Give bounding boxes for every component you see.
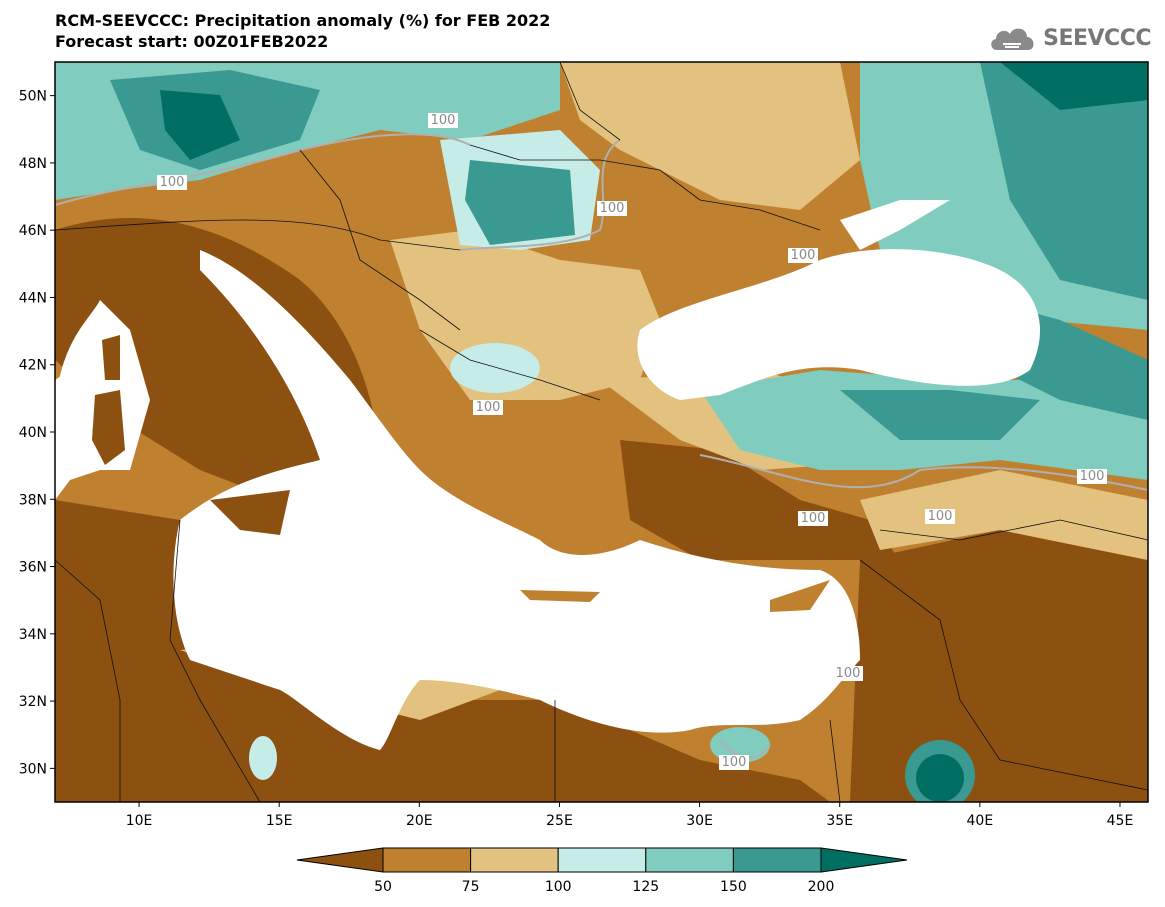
lon-tick-label: 35E (826, 813, 853, 829)
contour-label-bg (788, 248, 818, 263)
lat-tick-label: 42N (19, 358, 47, 374)
legend-swatch (645, 847, 734, 873)
contour-label: 100 (722, 755, 747, 770)
contour-label: 100 (791, 248, 816, 263)
contour-label: 100 (1080, 469, 1105, 484)
wet-spot-bulgaria (450, 343, 540, 393)
island-cyprus (770, 580, 830, 612)
lat-tick-label: 46N (19, 223, 47, 239)
legend-swatch (382, 847, 472, 873)
mediterranean-sea (173, 250, 860, 750)
lat-tick-label: 50N (19, 89, 47, 105)
moist-zone-east-anatolia (860, 470, 1148, 560)
legend-level-label: 150 (720, 879, 747, 895)
legend-swatch-min (296, 847, 384, 873)
contour-label: 100 (600, 201, 625, 216)
sea-of-azov (840, 200, 950, 250)
lon-tick-label: 45E (1107, 813, 1134, 829)
island-sicily (210, 490, 290, 535)
dry-zone-africa (55, 500, 830, 802)
wet-spot-libya (249, 736, 277, 780)
legend-level-label: 50 (374, 879, 392, 895)
logo-text: SEEVCCC (1043, 25, 1151, 51)
lat-tick-label: 34N (19, 627, 47, 643)
legend-level-label: 125 (632, 879, 659, 895)
legend-swatch (732, 847, 822, 873)
longitude-axis: 10E 15E 20E 25E 30E 35E 40E 45E (126, 802, 1134, 829)
lat-tick-label: 36N (19, 560, 47, 576)
lon-tick-label: 25E (546, 813, 573, 829)
contour-label-bg (833, 666, 863, 681)
country-borders (55, 62, 1148, 802)
contour-label-bg (157, 175, 187, 190)
legend-level-label: 200 (808, 879, 835, 895)
lon-tick-label: 30E (686, 813, 713, 829)
black-sea (637, 249, 1040, 400)
contour-label-bg (925, 509, 955, 524)
lat-tick-label: 32N (19, 694, 47, 710)
lon-tick-label: 15E (266, 813, 293, 829)
very-wet-zone-carpathians (465, 160, 575, 245)
lat-tick-label: 48N (19, 156, 47, 172)
lat-tick-label: 40N (19, 425, 47, 441)
lat-tick-label: 44N (19, 290, 47, 306)
latitude-axis: 50N 48N 46N 44N 42N 40N 38N 36N 34N 32N 30N (19, 89, 55, 777)
contour-label: 100 (836, 666, 861, 681)
extreme-wet-spot-saudi (916, 754, 964, 802)
contour-label: 100 (928, 509, 953, 524)
island-sardinia (92, 390, 125, 465)
contour-label-group: 100 100 100 100 100 100 100 100 100 100 (157, 113, 1107, 770)
lon-tick-label: 10E (126, 813, 153, 829)
very-wet-zone-north-turkey (840, 390, 1040, 440)
lat-tick-label: 30N (19, 761, 47, 777)
contour-label-bg (428, 113, 458, 128)
map-field (55, 62, 1148, 802)
dry-zone-italy (55, 218, 380, 520)
legend-level-label: 100 (545, 879, 572, 895)
wet-spot-egypt (710, 727, 770, 763)
moist-zone-ukraine (560, 62, 860, 210)
lat-tick-label: 38N (19, 492, 47, 508)
contour-label: 100 (160, 175, 185, 190)
contour-label-bg (1077, 469, 1107, 484)
extreme-wet-zone-russia (1000, 62, 1148, 110)
contour-label-bg (473, 400, 503, 415)
contour-label-bg (719, 755, 749, 770)
legend-swatch (470, 847, 559, 873)
contour-label: 100 (801, 511, 826, 526)
legend-level-label: 75 (462, 879, 480, 895)
colorbar-legend: 50 75 100 125 150 200 (296, 847, 908, 895)
forecast-start-label: Forecast start: 00Z01FEB2022 (55, 32, 329, 51)
seevccc-logo: SEEVCCC (987, 20, 1151, 56)
dry-zone-middle-east (850, 530, 1148, 802)
extreme-wet-zone-germany (160, 90, 240, 160)
contour-label-bg (597, 201, 627, 216)
legend-swatch (557, 847, 647, 873)
map-title: RCM-SEEVCCC: Precipitation anomaly (%) f… (55, 11, 551, 30)
island-crete (520, 590, 600, 602)
dry-zone-anatolia (620, 440, 900, 560)
very-wet-zone-russia (980, 62, 1148, 300)
contour-label: 100 (476, 400, 501, 415)
cloud-icon (991, 28, 1034, 50)
contour-label: 100 (431, 113, 456, 128)
island-corsica (102, 335, 120, 380)
contour-label-bg (798, 511, 828, 526)
legend-swatch-max (820, 847, 908, 873)
lon-tick-label: 20E (406, 813, 433, 829)
lon-tick-label: 40E (967, 813, 994, 829)
